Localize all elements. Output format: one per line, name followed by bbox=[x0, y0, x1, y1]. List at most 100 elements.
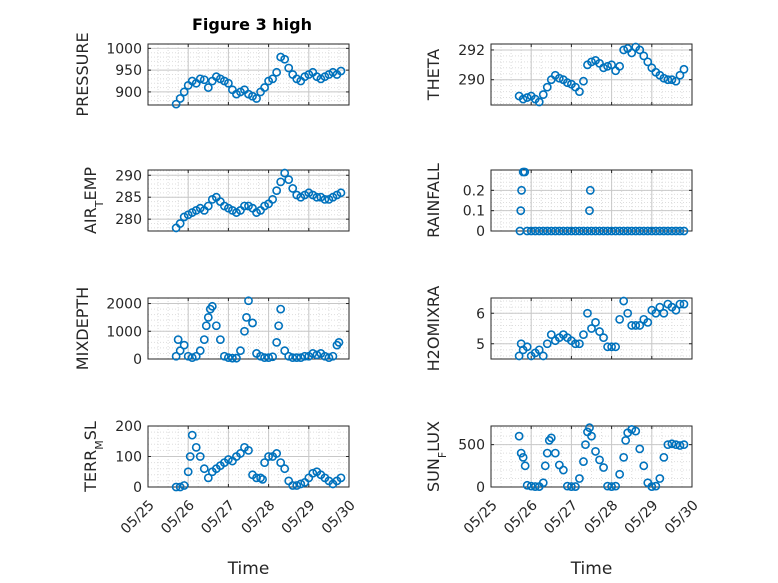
data-point bbox=[675, 226, 685, 236]
data-point bbox=[336, 188, 346, 198]
data-point bbox=[211, 321, 221, 331]
data-point bbox=[659, 73, 669, 83]
data-point bbox=[336, 473, 346, 483]
data-point bbox=[207, 301, 217, 311]
data-point bbox=[179, 340, 189, 350]
data-point bbox=[643, 57, 653, 67]
data-point bbox=[585, 185, 595, 195]
data-point bbox=[516, 448, 526, 458]
x-tick-label: 05/25 bbox=[118, 497, 158, 537]
data-point bbox=[615, 61, 625, 71]
data-point bbox=[655, 474, 665, 483]
data-point bbox=[520, 167, 530, 177]
data-point bbox=[201, 321, 211, 331]
data-point bbox=[522, 342, 532, 352]
data-point bbox=[280, 168, 290, 178]
data-point bbox=[611, 481, 621, 491]
data-point bbox=[631, 426, 641, 436]
data-point bbox=[635, 45, 645, 55]
data-point bbox=[631, 321, 641, 330]
data-point bbox=[567, 482, 576, 491]
data-point bbox=[631, 226, 641, 236]
data-point bbox=[579, 226, 588, 236]
data-point bbox=[274, 321, 284, 331]
data-point bbox=[587, 431, 596, 441]
y-axis-label: H2OMIXRA bbox=[424, 286, 443, 372]
data-point bbox=[530, 226, 540, 236]
y-tick-label: 0 bbox=[133, 480, 142, 496]
data-point bbox=[175, 219, 185, 228]
y-axis-label: MIXDEPTH bbox=[73, 287, 92, 370]
data-point bbox=[292, 353, 302, 363]
data-point bbox=[244, 296, 253, 306]
data-point bbox=[171, 351, 181, 361]
data-point bbox=[591, 226, 600, 236]
data-point bbox=[679, 226, 689, 236]
data-point bbox=[203, 473, 213, 483]
data-point bbox=[603, 226, 612, 236]
data-point bbox=[264, 353, 273, 363]
data-point bbox=[522, 226, 532, 236]
data-point bbox=[571, 226, 580, 236]
data-point bbox=[526, 226, 536, 236]
y-tick-label: 100 bbox=[115, 450, 142, 466]
data-point bbox=[187, 353, 197, 363]
data-point bbox=[312, 350, 322, 360]
data-point bbox=[599, 463, 608, 472]
x-tick-label: 05/30 bbox=[319, 497, 359, 537]
subplot-mixdepth: 0 1000 2000 MIXDEPTH bbox=[73, 287, 350, 370]
axes-box bbox=[147, 297, 350, 360]
data-point bbox=[647, 226, 657, 236]
y-axis-label: THETA bbox=[424, 49, 443, 101]
data-point bbox=[546, 433, 556, 443]
data-point bbox=[635, 444, 645, 454]
data-point bbox=[203, 83, 213, 92]
data-point bbox=[546, 330, 556, 339]
axes-box bbox=[490, 425, 693, 488]
data-point bbox=[185, 452, 195, 461]
data-point bbox=[607, 342, 616, 352]
data-point bbox=[603, 481, 612, 491]
x-tick-label: 05/30 bbox=[662, 497, 702, 537]
data-point bbox=[175, 94, 185, 103]
data-point bbox=[542, 339, 552, 349]
data-point bbox=[244, 445, 253, 455]
data-point bbox=[651, 226, 661, 236]
data-point bbox=[260, 83, 269, 92]
data-point bbox=[522, 480, 532, 490]
data-point bbox=[635, 321, 645, 330]
data-point bbox=[671, 440, 681, 450]
data-point bbox=[236, 346, 245, 356]
data-point bbox=[517, 185, 526, 195]
data-point bbox=[538, 351, 548, 361]
data-point bbox=[276, 304, 286, 314]
data-point bbox=[518, 94, 528, 104]
data-point bbox=[195, 452, 205, 461]
data-point bbox=[627, 424, 637, 434]
data-point bbox=[288, 184, 298, 193]
data-point bbox=[538, 478, 548, 488]
data-point bbox=[562, 481, 572, 491]
data-point bbox=[659, 308, 669, 318]
data-point bbox=[611, 226, 621, 236]
data-point bbox=[171, 482, 181, 492]
data-point bbox=[264, 452, 273, 461]
data-point bbox=[179, 481, 189, 490]
data-point bbox=[296, 479, 306, 489]
y-tick-label: 280 bbox=[115, 212, 142, 228]
y-axis-label: TERRMSL bbox=[81, 421, 106, 493]
y-tick-label: 290 bbox=[115, 168, 142, 184]
data-point bbox=[615, 314, 625, 324]
data-point bbox=[203, 313, 213, 322]
data-point bbox=[272, 449, 282, 458]
y-tick-label: 0 bbox=[476, 480, 485, 496]
data-point bbox=[320, 195, 330, 204]
data-point bbox=[675, 441, 685, 450]
data-point bbox=[643, 317, 653, 327]
data-point bbox=[284, 63, 294, 73]
data-point bbox=[280, 464, 290, 474]
data-point bbox=[272, 337, 282, 347]
data-point bbox=[591, 447, 600, 456]
data-point bbox=[175, 346, 185, 356]
